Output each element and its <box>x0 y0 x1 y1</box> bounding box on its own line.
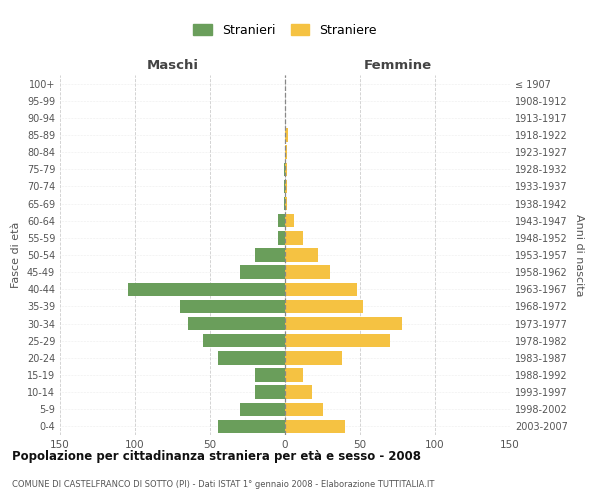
Bar <box>240 402 285 416</box>
Bar <box>285 231 303 244</box>
Text: Popolazione per cittadinanza straniera per età e sesso - 2008: Popolazione per cittadinanza straniera p… <box>12 450 421 463</box>
Bar <box>285 300 363 313</box>
Bar <box>255 368 285 382</box>
Bar <box>285 420 345 433</box>
Bar <box>285 351 342 364</box>
Bar <box>285 214 294 228</box>
Bar <box>277 214 285 228</box>
Bar <box>285 386 312 399</box>
Bar <box>285 162 287 176</box>
Bar <box>285 248 318 262</box>
Bar <box>285 334 390 347</box>
Bar <box>284 180 285 193</box>
Bar <box>180 300 285 313</box>
Bar <box>285 266 330 279</box>
Bar <box>285 317 402 330</box>
Bar <box>285 197 287 210</box>
Bar <box>285 180 287 193</box>
Bar <box>285 146 287 159</box>
Text: Femmine: Femmine <box>364 58 431 71</box>
Legend: Stranieri, Straniere: Stranieri, Straniere <box>190 20 380 40</box>
Y-axis label: Anni di nascita: Anni di nascita <box>574 214 584 296</box>
Bar <box>255 248 285 262</box>
Bar <box>277 231 285 244</box>
Bar <box>128 282 285 296</box>
Bar <box>203 334 285 347</box>
Bar <box>187 317 285 330</box>
Bar <box>284 162 285 176</box>
Bar <box>285 368 303 382</box>
Bar <box>285 402 323 416</box>
Text: Maschi: Maschi <box>146 58 199 71</box>
Bar <box>285 282 357 296</box>
Bar <box>240 266 285 279</box>
Text: COMUNE DI CASTELFRANCO DI SOTTO (PI) - Dati ISTAT 1° gennaio 2008 - Elaborazione: COMUNE DI CASTELFRANCO DI SOTTO (PI) - D… <box>12 480 434 489</box>
Bar <box>218 351 285 364</box>
Bar <box>218 420 285 433</box>
Bar <box>285 128 288 141</box>
Bar <box>255 386 285 399</box>
Bar <box>284 197 285 210</box>
Y-axis label: Fasce di età: Fasce di età <box>11 222 21 288</box>
